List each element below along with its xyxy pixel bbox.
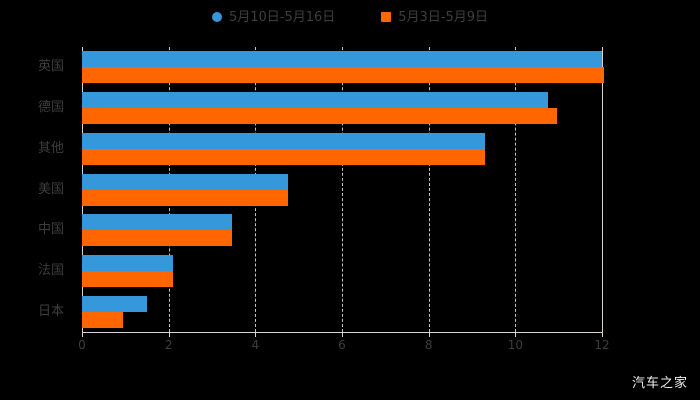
x-tick-mark-8 xyxy=(428,332,430,337)
gridline-x-6 xyxy=(342,47,343,332)
bar[interactable] xyxy=(82,270,173,287)
x-tick-mark-10 xyxy=(515,332,517,337)
bar[interactable] xyxy=(82,51,602,68)
legend-label-series-0: 5月10日-5月16日 xyxy=(228,9,336,25)
gridline-x-12 xyxy=(602,47,603,332)
plot-area xyxy=(82,47,605,332)
legend-item-series-0[interactable]: 5月10日-5月16日 xyxy=(211,9,336,25)
y-axis-label-0: 英国 xyxy=(37,59,64,75)
x-tick-mark-4 xyxy=(255,332,257,337)
bar[interactable] xyxy=(82,295,147,312)
gridline-x-8 xyxy=(428,47,430,332)
x-tick-mark-2 xyxy=(168,332,170,337)
x-tick-label-2: 2 xyxy=(164,338,173,352)
chart-legend: 5月10日-5月16日 5月3日-5月9日 xyxy=(0,6,700,28)
bar-group xyxy=(82,51,605,84)
bar-group xyxy=(82,214,602,247)
legend-label-series-1: 5月3日-5月9日 xyxy=(398,9,489,25)
watermark: 汽车之家 xyxy=(631,376,688,391)
legend-square-marker-icon xyxy=(381,12,392,22)
x-tick-label-10: 10 xyxy=(507,338,523,352)
y-axis-label-6: 日本 xyxy=(37,303,64,319)
x-tick-mark-12 xyxy=(602,332,603,337)
y-axis-labels: 英国德国其他美国中国法国日本 xyxy=(0,47,74,332)
bar[interactable] xyxy=(82,254,173,271)
bar-group xyxy=(82,254,602,287)
x-tick-label-0: 0 xyxy=(78,338,86,352)
bar[interactable] xyxy=(82,173,288,190)
x-tick-label-12: 12 xyxy=(594,338,610,352)
bar[interactable] xyxy=(82,108,557,125)
bar-group xyxy=(82,132,602,165)
bar[interactable] xyxy=(82,214,232,231)
x-tick-label-8: 8 xyxy=(424,338,433,352)
bar-group xyxy=(82,173,602,206)
x-tick-label-6: 6 xyxy=(338,338,346,352)
legend-item-series-1[interactable]: 5月3日-5月9日 xyxy=(381,11,488,24)
bar[interactable] xyxy=(82,148,485,165)
x-tick-mark-6 xyxy=(342,332,343,337)
y-axis-label-2: 其他 xyxy=(37,140,64,156)
legend-circle-marker-icon xyxy=(211,12,222,22)
bar-group xyxy=(82,295,602,328)
bar[interactable] xyxy=(82,92,548,109)
bar-group xyxy=(82,92,602,125)
y-axis-label-4: 中国 xyxy=(37,222,64,238)
bar[interactable] xyxy=(82,67,605,84)
bar[interactable] xyxy=(82,189,288,206)
bar[interactable] xyxy=(82,311,124,328)
y-axis-label-5: 法国 xyxy=(37,262,64,278)
y-axis-label-3: 美国 xyxy=(37,181,64,197)
x-tick-mark-0 xyxy=(82,332,83,337)
y-axis-label-1: 德国 xyxy=(37,100,64,116)
bar[interactable] xyxy=(82,230,232,247)
gridline-x-10 xyxy=(515,47,517,332)
bar[interactable] xyxy=(82,132,485,149)
x-tick-label-4: 4 xyxy=(251,338,260,352)
